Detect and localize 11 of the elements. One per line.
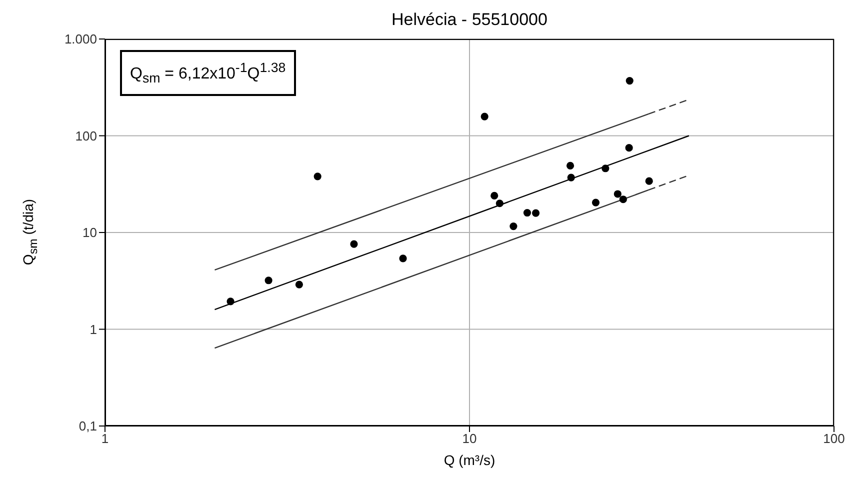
annotation: Q$_{sm}$ = 6,12x10$^{-1}$Q$^{1.38}$ [120, 50, 296, 96]
x-tick-label: 100 [823, 431, 845, 446]
y-tick-label: 1 [90, 322, 97, 337]
y-tick-label: 100 [75, 128, 97, 144]
x-axis-title: Q (m³/s) [442, 452, 496, 468]
x-tick-label: 10 [462, 431, 477, 446]
x-tick-label: 1 [101, 431, 109, 446]
chart-title: Helvécia - 55510000 [390, 10, 548, 30]
y-tick-label: 0,1 [78, 418, 97, 434]
y-tick-label: 1.000 [64, 32, 97, 47]
y-tick-label: 10 [82, 225, 97, 240]
